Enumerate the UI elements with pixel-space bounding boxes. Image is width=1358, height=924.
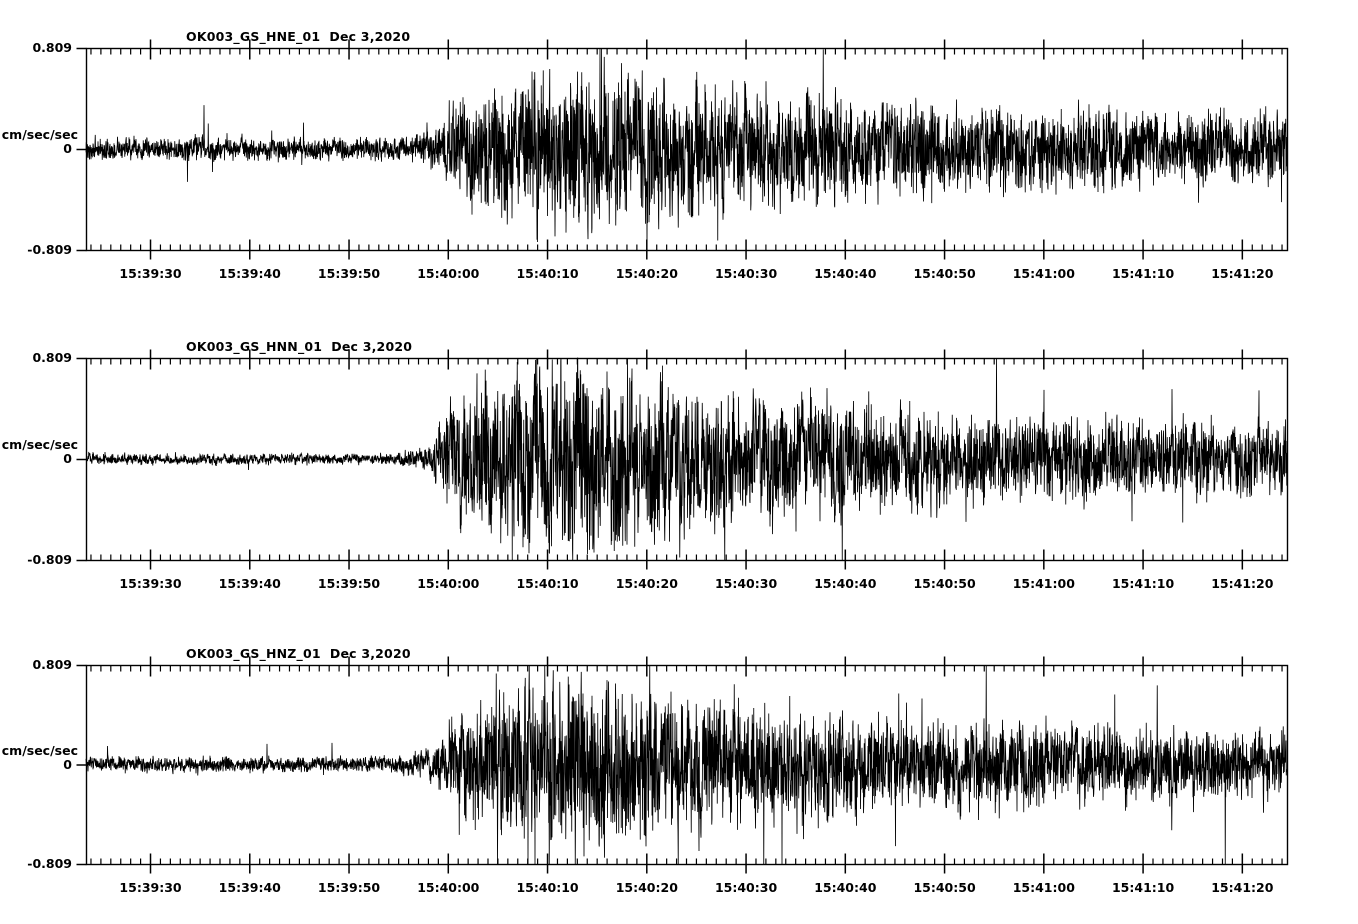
y-tick-label-hnn-2: -0.809 bbox=[27, 552, 72, 567]
x-tick-label-hne-3: 15:40:00 bbox=[417, 266, 480, 281]
x-tick-label-hne-6: 15:40:30 bbox=[714, 266, 778, 281]
x-axis-ticks-hne bbox=[90, 39, 1283, 260]
x-tick-label-hnn-2: 15:39:50 bbox=[317, 576, 381, 591]
panel-title-hnn: OK003_GS_HNN_01 Dec 3,2020 bbox=[186, 339, 413, 354]
x-tick-label-hnn-0: 15:39:30 bbox=[119, 576, 182, 591]
x-tick-label-hnz-9: 15:41:00 bbox=[1012, 880, 1075, 895]
x-tick-label-hnn-1: 15:39:40 bbox=[218, 576, 281, 591]
x-tick-label-hnn-4: 15:40:10 bbox=[516, 576, 579, 591]
x-tick-label-hnz-2: 15:39:50 bbox=[317, 880, 381, 895]
x-tick-label-hnz-5: 15:40:20 bbox=[615, 880, 678, 895]
y-tick-label-hne-2: -0.809 bbox=[27, 242, 72, 257]
x-tick-label-hne-8: 15:40:50 bbox=[913, 266, 976, 281]
y-tick-label-hnn-0: 0.809 bbox=[32, 350, 72, 365]
y-axis-ticks-hne bbox=[76, 47, 87, 252]
y-axis-ticks-hnn bbox=[76, 357, 87, 562]
y-tick-label-hne-1: 0 bbox=[63, 141, 72, 156]
x-tick-label-hnz-10: 15:41:10 bbox=[1111, 880, 1175, 895]
x-tick-label-hnz-6: 15:40:30 bbox=[714, 880, 778, 895]
waveform-trace-hnn bbox=[85, 357, 1288, 561]
y-axis-unit-label-hnz: cm/sec/sec bbox=[1, 742, 78, 758]
x-tick-label-hnz-7: 15:40:40 bbox=[814, 880, 877, 895]
waveform-trace-hne bbox=[85, 47, 1288, 249]
x-tick-label-hne-5: 15:40:20 bbox=[615, 266, 678, 281]
x-tick-label-hnn-5: 15:40:20 bbox=[615, 576, 678, 591]
x-tick-label-hne-11: 15:41:20 bbox=[1211, 266, 1274, 281]
x-tick-label-hne-9: 15:41:00 bbox=[1012, 266, 1075, 281]
x-tick-label-hnn-10: 15:41:10 bbox=[1111, 576, 1175, 591]
waveform-trace-hnz bbox=[85, 664, 1288, 865]
y-tick-label-hnz-0: 0.809 bbox=[32, 657, 72, 672]
x-tick-label-hnz-0: 15:39:30 bbox=[119, 880, 182, 895]
panel-title-hnz: OK003_GS_HNZ_01 Dec 3,2020 bbox=[186, 646, 411, 661]
x-tick-label-hnz-1: 15:39:40 bbox=[218, 880, 281, 895]
x-tick-label-hne-10: 15:41:10 bbox=[1111, 266, 1175, 281]
x-tick-label-hnn-3: 15:40:00 bbox=[417, 576, 480, 591]
y-tick-label-hne-0: 0.809 bbox=[32, 40, 72, 55]
x-tick-label-hnz-11: 15:41:20 bbox=[1211, 880, 1274, 895]
x-tick-label-hne-2: 15:39:50 bbox=[317, 266, 381, 281]
x-tick-label-hne-4: 15:40:10 bbox=[516, 266, 579, 281]
x-tick-label-hnn-6: 15:40:30 bbox=[714, 576, 778, 591]
y-tick-label-hnz-2: -0.809 bbox=[27, 856, 72, 871]
x-tick-label-hnz-8: 15:40:50 bbox=[913, 880, 976, 895]
y-axis-unit-label-hne: cm/sec/sec bbox=[1, 127, 78, 142]
y-axis-unit-label-hnn: cm/sec/sec bbox=[1, 437, 78, 452]
y-tick-label-hnz-1: 0 bbox=[63, 756, 72, 772]
x-axis-ticks-hnn bbox=[90, 349, 1283, 570]
y-tick-label-hnn-1: 0 bbox=[63, 451, 72, 466]
y-axis-ticks-hnz bbox=[76, 664, 87, 866]
x-tick-label-hne-0: 15:39:30 bbox=[119, 266, 182, 281]
x-tick-label-hnn-9: 15:41:00 bbox=[1012, 576, 1075, 591]
x-tick-label-hnz-4: 15:40:10 bbox=[516, 880, 579, 895]
x-tick-label-hnn-11: 15:41:20 bbox=[1211, 576, 1274, 591]
x-tick-label-hnn-8: 15:40:50 bbox=[913, 576, 976, 591]
x-tick-label-hne-7: 15:40:40 bbox=[814, 266, 877, 281]
x-tick-label-hnn-7: 15:40:40 bbox=[814, 576, 877, 591]
x-tick-label-hnz-3: 15:40:00 bbox=[417, 880, 480, 895]
x-tick-label-hne-1: 15:39:40 bbox=[218, 266, 281, 281]
